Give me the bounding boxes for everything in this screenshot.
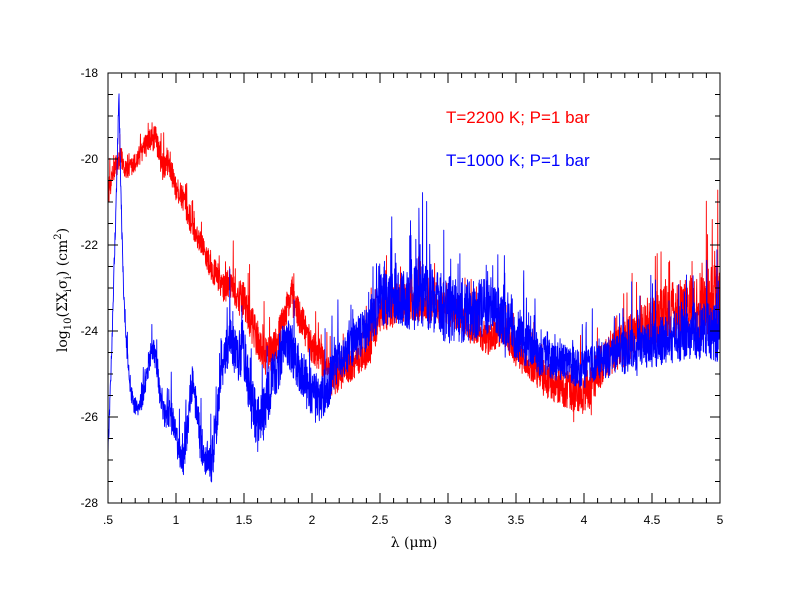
tick-labels-layer: .5 1 1.5 2 2.5 3 3.5 4 4.5 5 -28 -26 -24 -22 -20 -18: [81, 66, 724, 527]
x-tick-label: 2.5: [372, 513, 389, 527]
y-tick-label: -26: [81, 410, 99, 424]
x-tick-label: 3: [445, 513, 452, 527]
y-title-sup-2: 2: [53, 233, 64, 239]
ticks-layer: [107, 72, 721, 504]
legend-label-t1000: T=1000 K; P=1 bar: [446, 151, 590, 170]
x-tick-label: 1: [173, 513, 180, 527]
x-tick-label: 2: [309, 513, 316, 527]
y-title-sigma: σ: [55, 279, 71, 289]
y-title-sub-i1: i: [63, 289, 74, 292]
y-title-sum: (ΣX: [55, 292, 71, 317]
y-title-units: ) (cm: [55, 240, 71, 277]
x-tick-label: .5: [103, 513, 113, 527]
y-tick-label: -20: [81, 152, 99, 166]
x-tick-label: 1.5: [236, 513, 253, 527]
x-tick-label: 5: [717, 513, 724, 527]
x-tick-label: 4: [581, 513, 588, 527]
y-tick-label: -22: [81, 238, 99, 252]
y-tick-label: -28: [81, 496, 99, 510]
x-tick-label: 3.5: [508, 513, 525, 527]
y-title-end: ): [55, 228, 71, 233]
legend-label-t2200: T=2200 K; P=1 bar: [446, 108, 590, 127]
y-tick-label: -18: [81, 66, 99, 80]
y-title-sub-i2: i: [63, 276, 74, 279]
legend: T=2200 K; P=1 bar T=1000 K; P=1 bar: [446, 108, 590, 170]
series-layer: [108, 93, 720, 483]
series-line-t1000: [108, 93, 720, 483]
y-tick-label: -24: [81, 324, 99, 338]
y-axis-title: log10(ΣXiσi) (cm2): [53, 228, 74, 352]
x-tick-label: 4.5: [644, 513, 661, 527]
y-title-sub-10: 10: [63, 318, 74, 331]
x-axis-title: λ (μm): [391, 535, 438, 551]
y-title-log: log: [55, 330, 71, 352]
